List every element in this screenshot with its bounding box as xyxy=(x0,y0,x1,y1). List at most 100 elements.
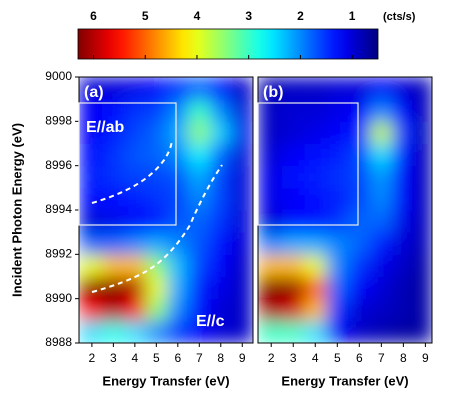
heatmap-cell xyxy=(210,99,233,122)
heatmap-cell xyxy=(231,121,253,144)
heatmap-cell xyxy=(102,99,125,122)
heatmap-cell xyxy=(124,121,147,144)
heatmap-cell xyxy=(370,254,393,277)
heatmap-cell xyxy=(348,320,371,343)
heatmap-cell xyxy=(304,121,327,144)
heatmap-cell xyxy=(326,77,349,100)
heatmap-cell xyxy=(326,99,349,122)
x-tick-label: 2 xyxy=(89,351,96,365)
heatmap-cell xyxy=(188,165,211,189)
heatmap-cell xyxy=(348,77,371,100)
heatmap-cell xyxy=(258,77,283,100)
heatmap-cell xyxy=(414,121,432,144)
y-axis-label: Incident Photon Energy (eV) xyxy=(9,123,24,297)
heatmap-cell xyxy=(304,232,327,255)
panel-a xyxy=(79,77,253,343)
heatmap-cell xyxy=(392,232,415,255)
heatmap-cell xyxy=(414,77,432,100)
heatmap-cell xyxy=(167,298,190,322)
heatmap-cell xyxy=(258,298,283,322)
heatmap-cell xyxy=(188,77,211,100)
heatmap-cell xyxy=(304,298,327,322)
heatmap-cell xyxy=(167,99,190,122)
heatmap-cell xyxy=(79,165,104,189)
heatmap-cell xyxy=(79,143,104,167)
heatmap-cell xyxy=(145,276,168,300)
heatmap-cell xyxy=(348,121,371,144)
heatmap-cell xyxy=(102,143,125,167)
heatmap-cell xyxy=(167,187,190,211)
heatmap-cell xyxy=(414,165,432,189)
x-axis-label: Energy Transfer (eV) xyxy=(102,373,229,388)
x-tick-label: 7 xyxy=(196,351,203,365)
heatmap-cell xyxy=(392,143,415,167)
heatmap-cell xyxy=(326,121,349,144)
heatmap-cell xyxy=(124,298,147,322)
heatmap-cell xyxy=(145,77,168,100)
heatmap-cell xyxy=(231,165,253,189)
heatmap-cell xyxy=(282,121,305,144)
x-tick-label: 3 xyxy=(290,351,297,365)
colorbar xyxy=(77,28,379,60)
heatmap-cell xyxy=(102,254,125,277)
heatmap-cell xyxy=(370,298,393,322)
colorbar-tick-label: 4 xyxy=(194,9,201,23)
heatmap-cell xyxy=(231,232,253,255)
heatmap-cell xyxy=(79,121,104,144)
heatmap-cell xyxy=(348,210,371,233)
heatmap-cell xyxy=(102,320,125,343)
heatmap-cell xyxy=(79,99,104,122)
heatmap-cell xyxy=(145,298,168,322)
heatmap-cell xyxy=(258,232,283,255)
heatmap-cell xyxy=(348,165,371,189)
heatmap-cell xyxy=(79,298,104,322)
x-tick-label: 8 xyxy=(217,351,224,365)
heatmap-cell xyxy=(326,232,349,255)
heatmap-cell xyxy=(258,276,283,300)
colorbar-tick-label: 3 xyxy=(245,9,252,23)
heatmap-cell xyxy=(282,143,305,167)
heatmap-cell xyxy=(370,121,393,144)
heatmap-cell xyxy=(392,121,415,144)
heatmap-cell xyxy=(124,232,147,255)
heatmap-cell xyxy=(282,187,305,211)
heatmap-cell xyxy=(231,298,253,322)
heatmap-cell xyxy=(231,276,253,300)
heatmap-cell xyxy=(326,276,349,300)
heatmap-cell xyxy=(258,254,283,277)
y-tick-label: 8988 xyxy=(45,335,72,349)
heatmap-cell xyxy=(370,276,393,300)
y-tick-label: 8994 xyxy=(45,202,72,216)
heatmap-cell xyxy=(210,254,233,277)
heatmap-cell xyxy=(102,210,125,233)
heatmap-cell xyxy=(392,187,415,211)
annotation: E//c xyxy=(196,313,225,330)
heatmap-cell xyxy=(348,187,371,211)
inset-frame xyxy=(257,102,359,226)
heatmap-cell xyxy=(102,165,125,189)
heatmap-cell xyxy=(392,77,415,100)
heatmap-cell xyxy=(145,320,168,343)
heatmap-cell xyxy=(79,232,104,255)
x-tick-label: 2 xyxy=(268,351,275,365)
x-tick-label: 6 xyxy=(356,351,363,365)
heatmap-cell xyxy=(348,298,371,322)
heatmap-cell xyxy=(370,320,393,343)
heatmap-cell xyxy=(304,165,327,189)
heatmap-cell xyxy=(348,254,371,277)
heatmap-cell xyxy=(188,99,211,122)
heatmap-cell xyxy=(348,99,371,122)
heatmap-cell xyxy=(145,143,168,167)
heatmap-cell xyxy=(392,210,415,233)
x-tick-label: 8 xyxy=(400,351,407,365)
heatmap-cell xyxy=(231,254,253,277)
heatmap-cell xyxy=(304,143,327,167)
heatmap-cell xyxy=(167,210,190,233)
heatmap-cell xyxy=(414,210,432,233)
x-tick-label: 9 xyxy=(239,351,246,365)
heatmap-cell xyxy=(258,143,283,167)
heatmap-cell xyxy=(258,99,283,122)
heatmap-cell xyxy=(348,232,371,255)
heatmap-cell xyxy=(392,298,415,322)
